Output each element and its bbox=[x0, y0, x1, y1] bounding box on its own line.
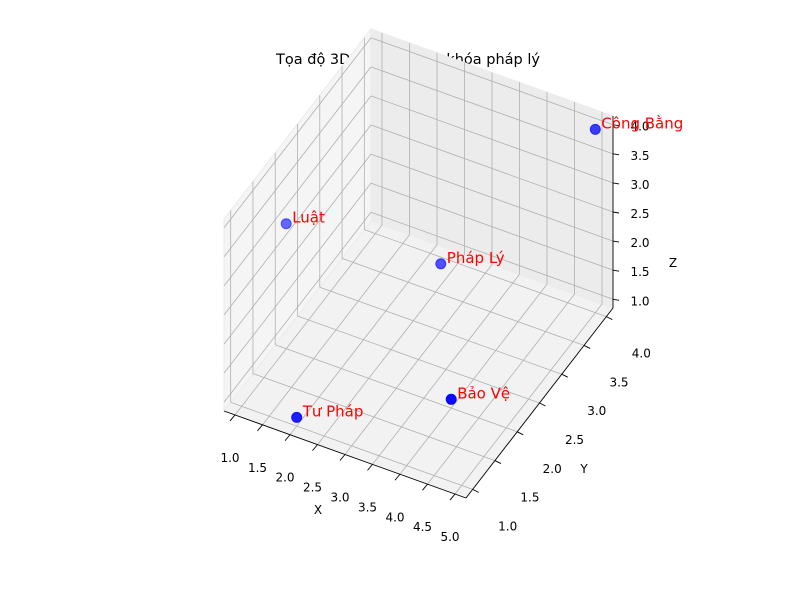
data-point-label: Bảo Vệ bbox=[457, 384, 510, 402]
y-tick-label: 2.0 bbox=[543, 462, 562, 476]
x-tick-mark bbox=[257, 424, 263, 432]
data-point bbox=[445, 393, 457, 405]
chart-point-labels: Luật Pháp Lý Công Bằng Tư Pháp Bảo Vệ bbox=[292, 114, 683, 420]
z-axis-label: Z bbox=[669, 256, 677, 270]
y-tick-mark bbox=[583, 345, 591, 349]
x-axis-label: X bbox=[314, 503, 322, 517]
z-tick-label: 2.0 bbox=[630, 236, 649, 250]
z-tick-mark bbox=[612, 211, 620, 214]
z-tick-label: 1.0 bbox=[630, 294, 649, 308]
data-point-label: Công Bằng bbox=[601, 114, 683, 132]
z-grid-line bbox=[223, 212, 372, 403]
x-tick-mark bbox=[367, 464, 373, 471]
data-point bbox=[435, 258, 447, 270]
x-tick-label: 3.0 bbox=[330, 491, 349, 505]
chart-panes bbox=[223, 27, 614, 499]
x-tick-mark bbox=[394, 473, 401, 481]
z-grid-line bbox=[370, 211, 614, 300]
data-point bbox=[291, 411, 303, 423]
x-tick-label: 1.0 bbox=[220, 451, 239, 465]
data-point-label: Tư Pháp bbox=[302, 402, 364, 420]
chart-grid bbox=[223, 32, 614, 495]
y-tick-label: 4.0 bbox=[632, 347, 651, 361]
z-tick-mark bbox=[612, 240, 620, 243]
x-tick-label: 4.0 bbox=[385, 510, 404, 524]
data-point bbox=[280, 218, 292, 230]
y-axis-label: Y bbox=[579, 462, 588, 476]
z-grid-line bbox=[223, 153, 372, 345]
z-tick-mark bbox=[612, 182, 620, 185]
y-tick-mark bbox=[606, 316, 613, 321]
x-tick-mark bbox=[422, 483, 428, 491]
z-grid-line bbox=[223, 37, 372, 228]
x-tick-mark bbox=[449, 493, 456, 501]
y-tick-mark bbox=[472, 488, 479, 493]
y-tick-label: 3.5 bbox=[609, 375, 628, 389]
z-tick-label: 3.5 bbox=[630, 149, 649, 163]
x-tick-mark bbox=[312, 444, 318, 451]
z-grid-line bbox=[370, 124, 614, 213]
chart-axes: 1.01.52.02.53.03.54.04.55.01.01.52.02.53… bbox=[220, 116, 651, 544]
z-grid-line bbox=[370, 66, 614, 155]
y-tick-label: 2.5 bbox=[565, 433, 584, 447]
y-grid-line bbox=[252, 373, 496, 461]
y-tick-mark bbox=[561, 373, 568, 378]
x-tick-label: 2.0 bbox=[275, 471, 294, 485]
z-grid-line bbox=[370, 153, 614, 242]
z-grid-line bbox=[370, 37, 614, 126]
x-tick-mark bbox=[284, 434, 291, 442]
x-tick-mark bbox=[339, 454, 346, 461]
y-grid-line bbox=[319, 286, 562, 375]
y-grid-line bbox=[297, 315, 540, 404]
z-tick-mark bbox=[612, 153, 620, 156]
y-grid-line bbox=[364, 229, 607, 318]
z-grid-line bbox=[223, 124, 372, 316]
z-grid-line bbox=[370, 95, 614, 184]
y-grid-line bbox=[230, 401, 473, 490]
x-tick-mark bbox=[229, 414, 236, 422]
z-grid-line bbox=[223, 66, 372, 258]
y-tick-mark bbox=[539, 402, 546, 407]
z-tick-label: 1.5 bbox=[630, 265, 649, 279]
y-tick-label: 1.5 bbox=[520, 491, 539, 505]
chart-points bbox=[280, 123, 601, 423]
x-tick-label: 3.5 bbox=[358, 500, 377, 514]
z-tick-label: 4.0 bbox=[630, 120, 649, 134]
z-grid-line bbox=[223, 95, 372, 287]
z-tick-mark bbox=[612, 298, 620, 301]
x-tick-label: 1.5 bbox=[248, 461, 267, 475]
data-point-label: Pháp Lý bbox=[447, 249, 505, 267]
z-tick-mark bbox=[612, 269, 620, 272]
z-tick-mark bbox=[612, 124, 620, 127]
x-tick-label: 4.5 bbox=[413, 520, 432, 534]
x-tick-label: 2.5 bbox=[303, 481, 322, 495]
z-grid-line bbox=[370, 182, 614, 271]
data-point bbox=[589, 123, 601, 135]
y-tick-label: 1.0 bbox=[498, 519, 517, 533]
z-tick-label: 2.5 bbox=[630, 207, 649, 221]
z-grid-line bbox=[223, 182, 372, 374]
y-grid-line bbox=[275, 344, 518, 433]
x-tick-label: 5.0 bbox=[440, 530, 459, 544]
data-point-label: Luật bbox=[292, 209, 325, 227]
y-tick-label: 3.0 bbox=[587, 404, 606, 418]
y-tick-mark bbox=[494, 460, 502, 464]
z-tick-label: 3.0 bbox=[630, 178, 649, 192]
y-tick-mark bbox=[517, 431, 524, 436]
y-grid-line bbox=[341, 258, 585, 346]
